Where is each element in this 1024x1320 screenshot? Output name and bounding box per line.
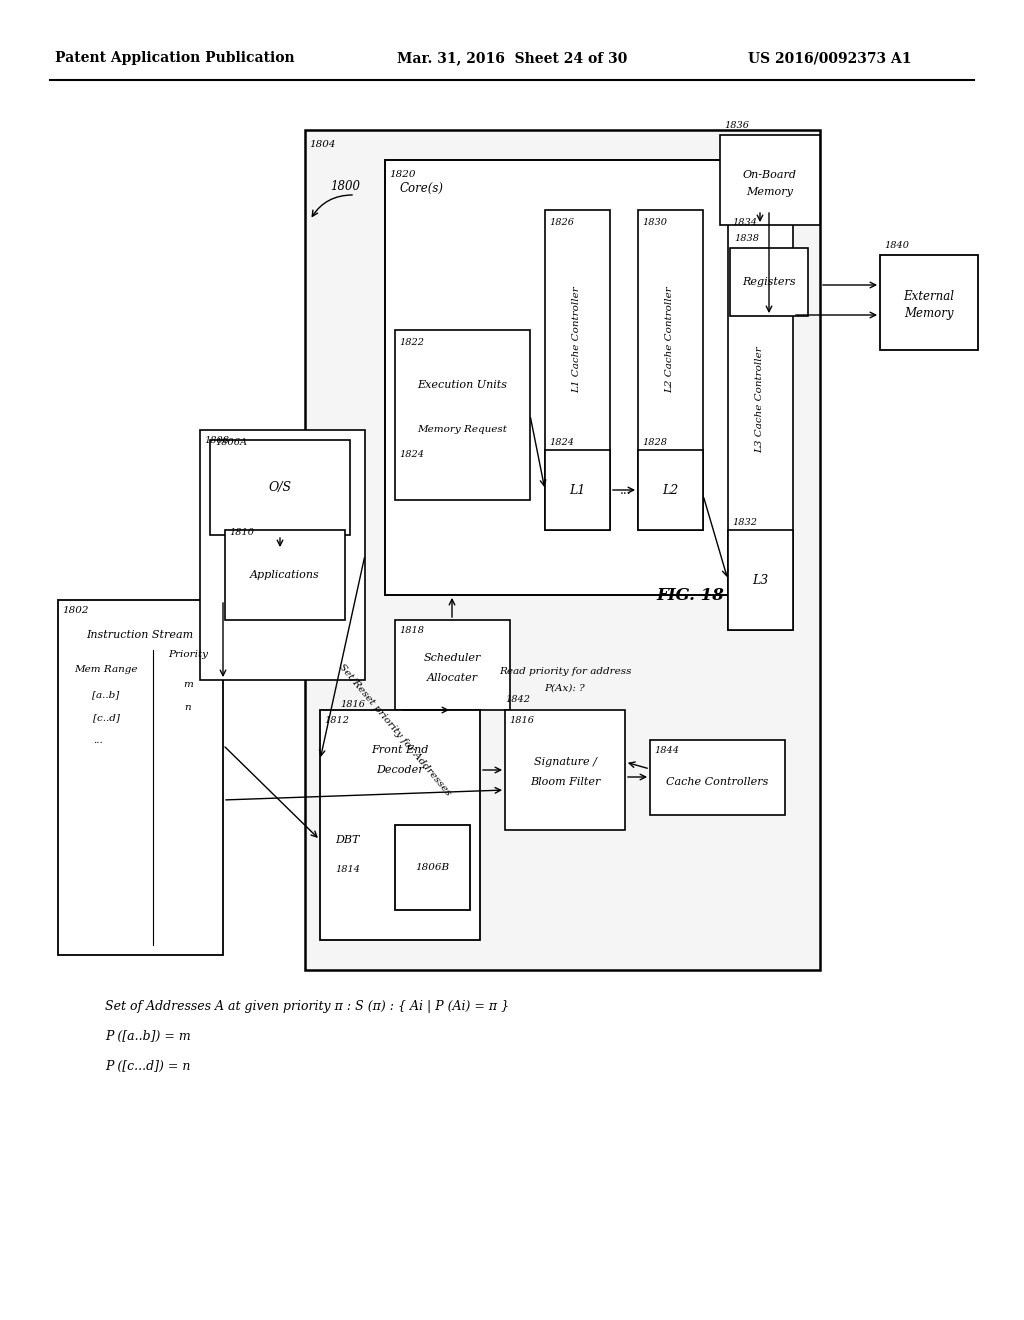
Text: [c..d]: [c..d]	[92, 713, 120, 722]
Text: 1844: 1844	[654, 746, 679, 755]
Text: 1810: 1810	[229, 528, 254, 537]
Text: m: m	[183, 680, 193, 689]
Bar	[319, 710, 480, 940]
Text: P ([a..b]) = m: P ([a..b]) = m	[105, 1030, 190, 1043]
Text: 1802: 1802	[62, 606, 88, 615]
Text: L3: L3	[752, 573, 768, 586]
Text: Priority: Priority	[168, 649, 208, 659]
Bar	[638, 210, 703, 531]
Text: Registers: Registers	[742, 277, 796, 286]
Text: Memory Request: Memory Request	[417, 425, 507, 434]
Text: 1808: 1808	[204, 436, 229, 445]
Text: Memory: Memory	[904, 308, 953, 321]
Bar	[728, 210, 793, 630]
Bar	[880, 255, 978, 350]
Text: Instruction Stream: Instruction Stream	[86, 630, 194, 640]
Text: Scheduler: Scheduler	[423, 653, 480, 663]
Text: Set/Reset priority for Addresses: Set/Reset priority for Addresses	[337, 663, 453, 797]
Text: 1818: 1818	[399, 626, 424, 635]
Text: 1826: 1826	[549, 218, 574, 227]
Text: 1816: 1816	[340, 700, 365, 709]
Text: FIG. 18: FIG. 18	[656, 586, 724, 603]
Text: 1842: 1842	[505, 696, 530, 704]
Text: Mar. 31, 2016  Sheet 24 of 30: Mar. 31, 2016 Sheet 24 of 30	[397, 51, 627, 65]
Text: O/S: O/S	[268, 480, 292, 494]
Text: n: n	[184, 704, 191, 711]
Text: On-Board: On-Board	[743, 170, 797, 180]
Bar	[225, 531, 345, 620]
Text: 1800: 1800	[330, 180, 360, 193]
Text: ...: ...	[93, 737, 102, 744]
Text: Cache Controllers: Cache Controllers	[666, 777, 768, 787]
Bar	[545, 450, 610, 531]
Bar	[728, 531, 793, 630]
Text: 1830: 1830	[642, 218, 667, 227]
Bar	[505, 710, 625, 830]
Text: Mem Range: Mem Range	[75, 665, 138, 675]
Text: [a..b]: [a..b]	[92, 690, 120, 700]
Text: L1: L1	[569, 483, 585, 496]
Text: Read priority for address: Read priority for address	[499, 668, 631, 676]
Text: L2 Cache Controller: L2 Cache Controller	[666, 286, 675, 393]
Text: External: External	[903, 290, 954, 304]
Text: DBT: DBT	[335, 836, 359, 845]
Text: 1836: 1836	[724, 121, 749, 129]
Bar	[385, 160, 775, 595]
Text: 1838: 1838	[734, 234, 759, 243]
Bar	[200, 430, 365, 680]
Text: ...: ...	[621, 483, 632, 496]
Text: 1834: 1834	[732, 218, 757, 227]
Text: 1806B: 1806B	[415, 863, 450, 873]
Text: Bloom Filter: Bloom Filter	[529, 777, 600, 787]
Text: Front End: Front End	[372, 744, 429, 755]
Bar	[58, 601, 223, 954]
Bar	[720, 135, 820, 224]
Text: 1816: 1816	[509, 715, 534, 725]
Bar	[210, 440, 350, 535]
Bar	[305, 129, 820, 970]
Bar	[638, 450, 703, 531]
Text: Core(s): Core(s)	[400, 182, 444, 195]
Bar	[730, 248, 808, 315]
Text: Execution Units: Execution Units	[417, 380, 507, 389]
Text: US 2016/0092373 A1: US 2016/0092373 A1	[749, 51, 911, 65]
Text: 1806A: 1806A	[215, 438, 247, 447]
Text: Applications: Applications	[250, 570, 319, 579]
Bar	[650, 741, 785, 814]
Text: Set of Addresses A at given priority π : S (π) : { Ai | P (Ai) = π }: Set of Addresses A at given priority π :…	[105, 1001, 509, 1012]
Text: L2: L2	[662, 483, 678, 496]
Text: 1840: 1840	[884, 242, 909, 249]
Text: P(Ax): ?: P(Ax): ?	[545, 684, 586, 693]
Text: 1812: 1812	[324, 715, 349, 725]
Text: L1 Cache Controller: L1 Cache Controller	[572, 286, 582, 393]
Bar	[395, 620, 510, 710]
Text: P ([c...d]) = n: P ([c...d]) = n	[105, 1060, 190, 1073]
Text: Memory: Memory	[746, 187, 794, 197]
Text: 1814: 1814	[335, 865, 360, 874]
Text: L3 Cache Controller: L3 Cache Controller	[756, 347, 765, 453]
Bar	[545, 210, 610, 531]
Text: 1832: 1832	[732, 517, 757, 527]
Text: 1804: 1804	[309, 140, 336, 149]
Text: Allocater: Allocater	[426, 673, 477, 682]
Text: 1824: 1824	[399, 450, 424, 459]
Text: 1822: 1822	[399, 338, 424, 347]
Bar	[395, 825, 470, 909]
Text: 1820: 1820	[389, 170, 416, 180]
Text: Decoder: Decoder	[376, 766, 424, 775]
Text: Signature /: Signature /	[534, 756, 596, 767]
Text: Patent Application Publication: Patent Application Publication	[55, 51, 295, 65]
Bar	[395, 330, 530, 500]
Text: 1824: 1824	[549, 438, 574, 447]
Text: 1828: 1828	[642, 438, 667, 447]
